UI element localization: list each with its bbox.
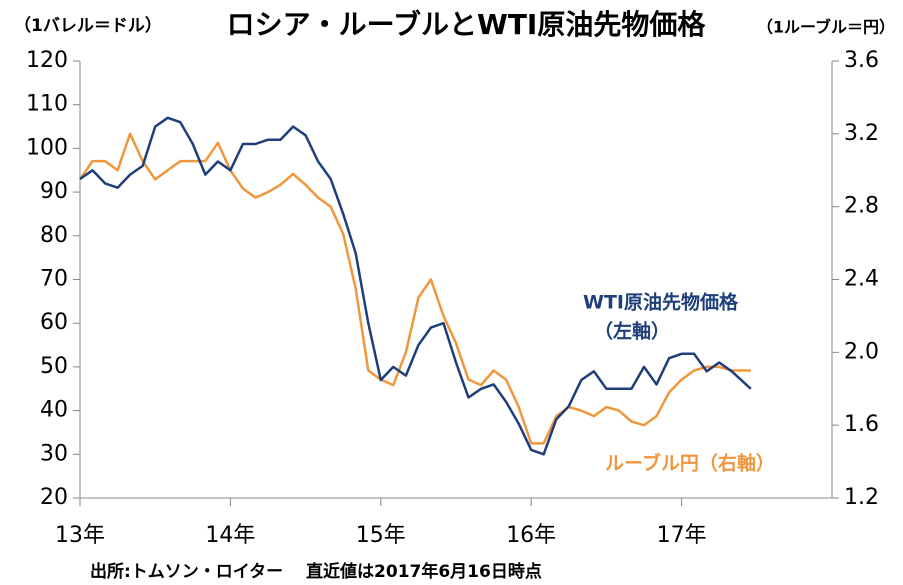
x-tick-label: 17年 [657, 523, 707, 548]
y-tick-label: 120 [26, 48, 68, 73]
y2-tick-label: 2.0 [844, 339, 879, 364]
annotation: （左軸） [594, 320, 670, 343]
y-tick-label: 20 [40, 485, 68, 510]
legend-label: ルーブル円（右軸） [605, 452, 775, 475]
y-tick-label: 70 [40, 267, 68, 292]
y-tick-label: 60 [40, 310, 68, 335]
source-note: 出所:トムソン・ロイター 直近値は2017年6月16日時点 [90, 561, 542, 582]
x-tick-label: 14年 [205, 523, 255, 548]
y2-tick-label: 1.6 [844, 412, 879, 437]
y2-tick-label: 1.2 [844, 485, 879, 510]
x-tick-label: 16年 [506, 523, 556, 548]
y-tick-label: 40 [40, 398, 68, 423]
y-tick-label: 50 [40, 354, 68, 379]
y2-tick-label: 2.4 [844, 267, 879, 292]
x-tick-label: 13年 [55, 523, 105, 548]
y-tick-label: 90 [40, 179, 68, 204]
chart-title: ロシア・ルーブルとWTI原油先物価格 [227, 8, 707, 41]
y-tick-label: 110 [26, 92, 68, 117]
y-tick-label: 30 [40, 441, 68, 466]
x-tick-label: 15年 [356, 523, 406, 548]
legend-label: WTI原油先物価格 [583, 291, 739, 314]
y-tick-label: 100 [26, 135, 68, 160]
y2-tick-label: 2.8 [844, 194, 879, 219]
y-tick-label: 80 [40, 223, 68, 248]
y2-tick-label: 3.6 [844, 48, 879, 73]
series-line [79, 116, 752, 456]
y2-tick-label: 3.2 [844, 121, 879, 146]
series-line [78, 132, 751, 445]
y2-unit: （1ルーブル＝円） [757, 18, 895, 37]
y-unit: （1バレル＝ドル） [14, 15, 162, 36]
